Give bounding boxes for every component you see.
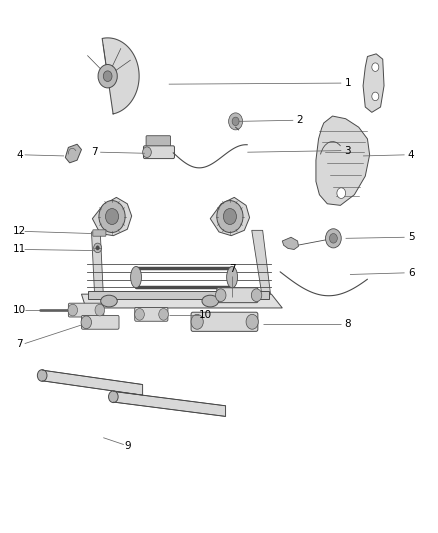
Polygon shape: [42, 370, 143, 395]
FancyBboxPatch shape: [135, 308, 168, 321]
Circle shape: [68, 304, 78, 316]
Ellipse shape: [131, 266, 141, 288]
FancyBboxPatch shape: [81, 316, 119, 329]
Circle shape: [143, 147, 151, 158]
Text: 10: 10: [13, 305, 26, 315]
Ellipse shape: [202, 295, 219, 307]
Text: 2: 2: [297, 115, 303, 125]
Circle shape: [337, 188, 346, 198]
Circle shape: [325, 229, 341, 248]
Text: 9: 9: [124, 441, 131, 451]
Polygon shape: [252, 230, 271, 294]
Circle shape: [135, 309, 145, 320]
Ellipse shape: [226, 266, 237, 288]
Text: 3: 3: [345, 146, 351, 156]
Polygon shape: [92, 197, 132, 236]
Circle shape: [159, 309, 168, 320]
Circle shape: [96, 246, 99, 250]
Text: 10: 10: [198, 310, 212, 320]
Ellipse shape: [109, 391, 118, 402]
Circle shape: [103, 71, 112, 82]
Polygon shape: [210, 197, 250, 236]
Circle shape: [217, 200, 243, 232]
Circle shape: [372, 63, 379, 71]
FancyBboxPatch shape: [144, 146, 174, 159]
Text: 5: 5: [408, 232, 414, 243]
Circle shape: [246, 314, 258, 329]
Polygon shape: [102, 38, 139, 114]
Circle shape: [329, 233, 337, 243]
Text: 7: 7: [16, 338, 23, 349]
Ellipse shape: [101, 295, 117, 307]
Polygon shape: [92, 232, 103, 294]
Text: 12: 12: [13, 227, 26, 237]
Polygon shape: [283, 237, 298, 249]
FancyBboxPatch shape: [88, 292, 269, 300]
Text: 1: 1: [345, 78, 351, 88]
Circle shape: [223, 208, 237, 224]
Circle shape: [232, 117, 239, 126]
FancyBboxPatch shape: [146, 136, 170, 148]
Polygon shape: [316, 116, 370, 205]
Text: 8: 8: [345, 319, 351, 329]
Circle shape: [98, 64, 117, 88]
Polygon shape: [113, 391, 226, 416]
Text: 6: 6: [408, 268, 414, 278]
Text: 11: 11: [13, 245, 26, 254]
FancyBboxPatch shape: [217, 288, 258, 303]
Circle shape: [81, 316, 92, 329]
Circle shape: [251, 289, 262, 302]
Circle shape: [229, 113, 243, 130]
Text: 7: 7: [229, 264, 235, 274]
Circle shape: [191, 314, 203, 329]
Text: 7: 7: [91, 147, 98, 157]
Circle shape: [95, 304, 105, 316]
Polygon shape: [81, 294, 283, 308]
Circle shape: [99, 200, 125, 232]
FancyBboxPatch shape: [191, 312, 258, 332]
Polygon shape: [65, 144, 81, 163]
Text: 4: 4: [16, 150, 23, 160]
Ellipse shape: [37, 369, 47, 381]
Circle shape: [94, 243, 102, 253]
FancyBboxPatch shape: [68, 303, 104, 317]
Circle shape: [372, 92, 379, 101]
Polygon shape: [363, 54, 384, 112]
Circle shape: [106, 208, 119, 224]
Circle shape: [215, 289, 226, 302]
FancyBboxPatch shape: [93, 230, 106, 236]
Text: 4: 4: [408, 150, 414, 160]
